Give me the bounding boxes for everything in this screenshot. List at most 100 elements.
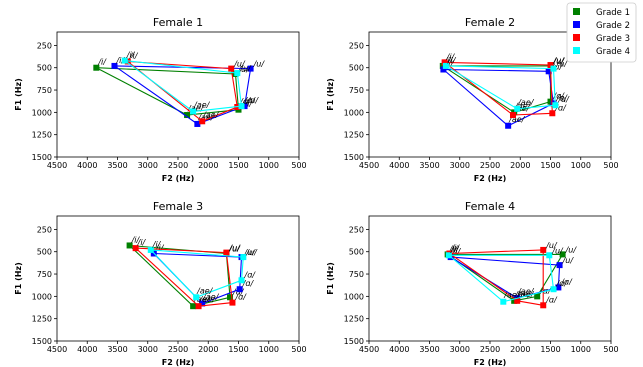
x-tick-label: 4000 <box>77 161 97 170</box>
data-point-marker <box>540 246 547 253</box>
y-tick-label: 1000 <box>344 292 364 301</box>
x-tick-label: 500 <box>291 345 306 354</box>
data-point-marker <box>505 122 512 129</box>
data-point-marker <box>441 59 448 66</box>
y-tick-label: 750 <box>349 86 364 95</box>
vowel-label: /ɑ/ <box>244 270 257 279</box>
legend-marker-grade-2 <box>573 21 580 28</box>
series-line-grade-2 <box>112 65 252 125</box>
data-point-marker <box>534 293 541 300</box>
vowel-label: /i/ <box>450 245 460 254</box>
vowel-label: /i/ <box>129 51 139 60</box>
x-axis-label: F2 (Hz) <box>474 174 506 183</box>
y-tick-label: 500 <box>37 248 52 257</box>
x-tick-label: 1000 <box>571 345 591 354</box>
vowel-label: /i/ <box>444 56 454 65</box>
chart-panel-3: Female 3 4500 4000 3500 3000 2500 2000 1500 1000… <box>14 200 307 367</box>
y-tick-label: 1000 <box>344 108 364 117</box>
y-tick-label: 1000 <box>32 292 52 301</box>
vowel-label: /ae/ <box>517 290 535 299</box>
vowel-label: /i/ <box>115 56 125 65</box>
vowel-label: /u/ <box>553 57 566 66</box>
data-point-marker <box>509 112 516 119</box>
x-tick-label: 4000 <box>389 345 409 354</box>
data-point-marker <box>227 294 234 301</box>
chart-panel-4: Female 4 4500 4000 3500 3000 2500 2000 1500 1000… <box>326 200 619 367</box>
data-point-marker <box>442 62 449 69</box>
chart-panel-2: Female 2 4500 4000 3500 3000 2500 2000 1500 1000… <box>326 16 619 183</box>
data-point-marker <box>121 57 128 64</box>
x-tick-label: 2500 <box>480 161 500 170</box>
vowel-label: /ae/ <box>202 110 220 119</box>
legend-label: Grade 1 <box>596 8 630 18</box>
vowel-label: /ae/ <box>197 113 215 122</box>
data-point-marker <box>194 120 201 127</box>
data-point-marker <box>550 65 557 72</box>
x-tick-label: 2500 <box>480 345 500 354</box>
x-tick-label: 1000 <box>259 345 279 354</box>
vowel-label: /ɑ/ <box>560 277 573 286</box>
x-tick-label: 500 <box>603 345 618 354</box>
legend-label: Grade 4 <box>596 47 630 57</box>
vowel-label: /ae/ <box>508 115 526 124</box>
legend-label: Grade 2 <box>596 21 630 31</box>
vowel-label: /i/ <box>450 244 460 253</box>
y-tick-label: 1000 <box>32 108 52 117</box>
data-point-marker <box>236 286 243 293</box>
legend-marker-grade-1 <box>573 8 580 15</box>
data-point-marker <box>238 277 245 284</box>
vowel-label: /ɑ/ <box>247 96 260 105</box>
vowel-label: /ae/ <box>514 290 532 299</box>
x-axis-label: F2 (Hz) <box>162 358 194 367</box>
plot-frame <box>368 31 612 158</box>
vowel-label: /ae/ <box>193 100 211 109</box>
vowel-label: /i/ <box>155 244 165 253</box>
x-tick-label: 2000 <box>198 161 218 170</box>
vowel-label: /u/ <box>245 248 258 257</box>
data-point-marker <box>547 62 554 69</box>
y-tick-label: 250 <box>349 41 364 50</box>
vowel-label: /i/ <box>126 51 136 60</box>
y-tick-label: 1250 <box>32 131 52 140</box>
y-tick-label: 1250 <box>344 315 364 324</box>
vowel-label: /ɑ/ <box>244 96 257 105</box>
x-tick-label: 3000 <box>450 345 470 354</box>
data-point-marker <box>199 300 206 307</box>
y-tick-label: 750 <box>37 86 52 95</box>
vowel-label: /ɑ/ <box>556 279 569 288</box>
x-tick-label: 1500 <box>228 161 248 170</box>
vowel-label: /u/ <box>553 56 566 65</box>
x-tick-label: 4500 <box>359 161 379 170</box>
vowel-label: /u/ <box>237 65 250 74</box>
data-point-marker <box>199 118 206 125</box>
vowel-label: /i/ <box>446 52 456 61</box>
chart-panel-1: Female 1 4500 4000 3500 3000 2500 2000 1500 1000… <box>14 16 307 183</box>
data-point-marker <box>190 303 197 310</box>
y-axis-label: F1 (Hz) <box>14 78 23 110</box>
data-point-marker <box>93 64 100 71</box>
chart-title: Female 3 <box>153 200 203 213</box>
vowel-label: /i/ <box>444 60 454 69</box>
chart-title: Female 1 <box>153 16 203 29</box>
series-line-grade-4 <box>443 65 556 110</box>
chart-title: Female 2 <box>465 16 515 29</box>
data-point-marker <box>229 299 236 306</box>
data-point-marker <box>555 284 562 291</box>
x-tick-label: 3000 <box>450 161 470 170</box>
vowel-label: /u/ <box>562 256 575 265</box>
vowel-label: /u/ <box>556 60 569 69</box>
data-point-marker <box>511 297 518 304</box>
data-point-marker <box>559 251 566 258</box>
vowel-label: /ɑ/ <box>234 293 247 302</box>
vowel-label: /i/ <box>447 56 457 65</box>
data-point-marker <box>552 102 559 109</box>
data-point-marker <box>445 252 452 259</box>
data-point-marker <box>549 110 556 117</box>
data-point-marker <box>545 68 552 75</box>
x-tick-label: 1000 <box>571 161 591 170</box>
x-tick-label: 500 <box>603 161 618 170</box>
x-tick-label: 3500 <box>107 345 127 354</box>
vowel-label: /u/ <box>551 246 564 255</box>
vowel-label: /ae/ <box>503 291 521 300</box>
vowel-label: /ae/ <box>517 287 535 296</box>
